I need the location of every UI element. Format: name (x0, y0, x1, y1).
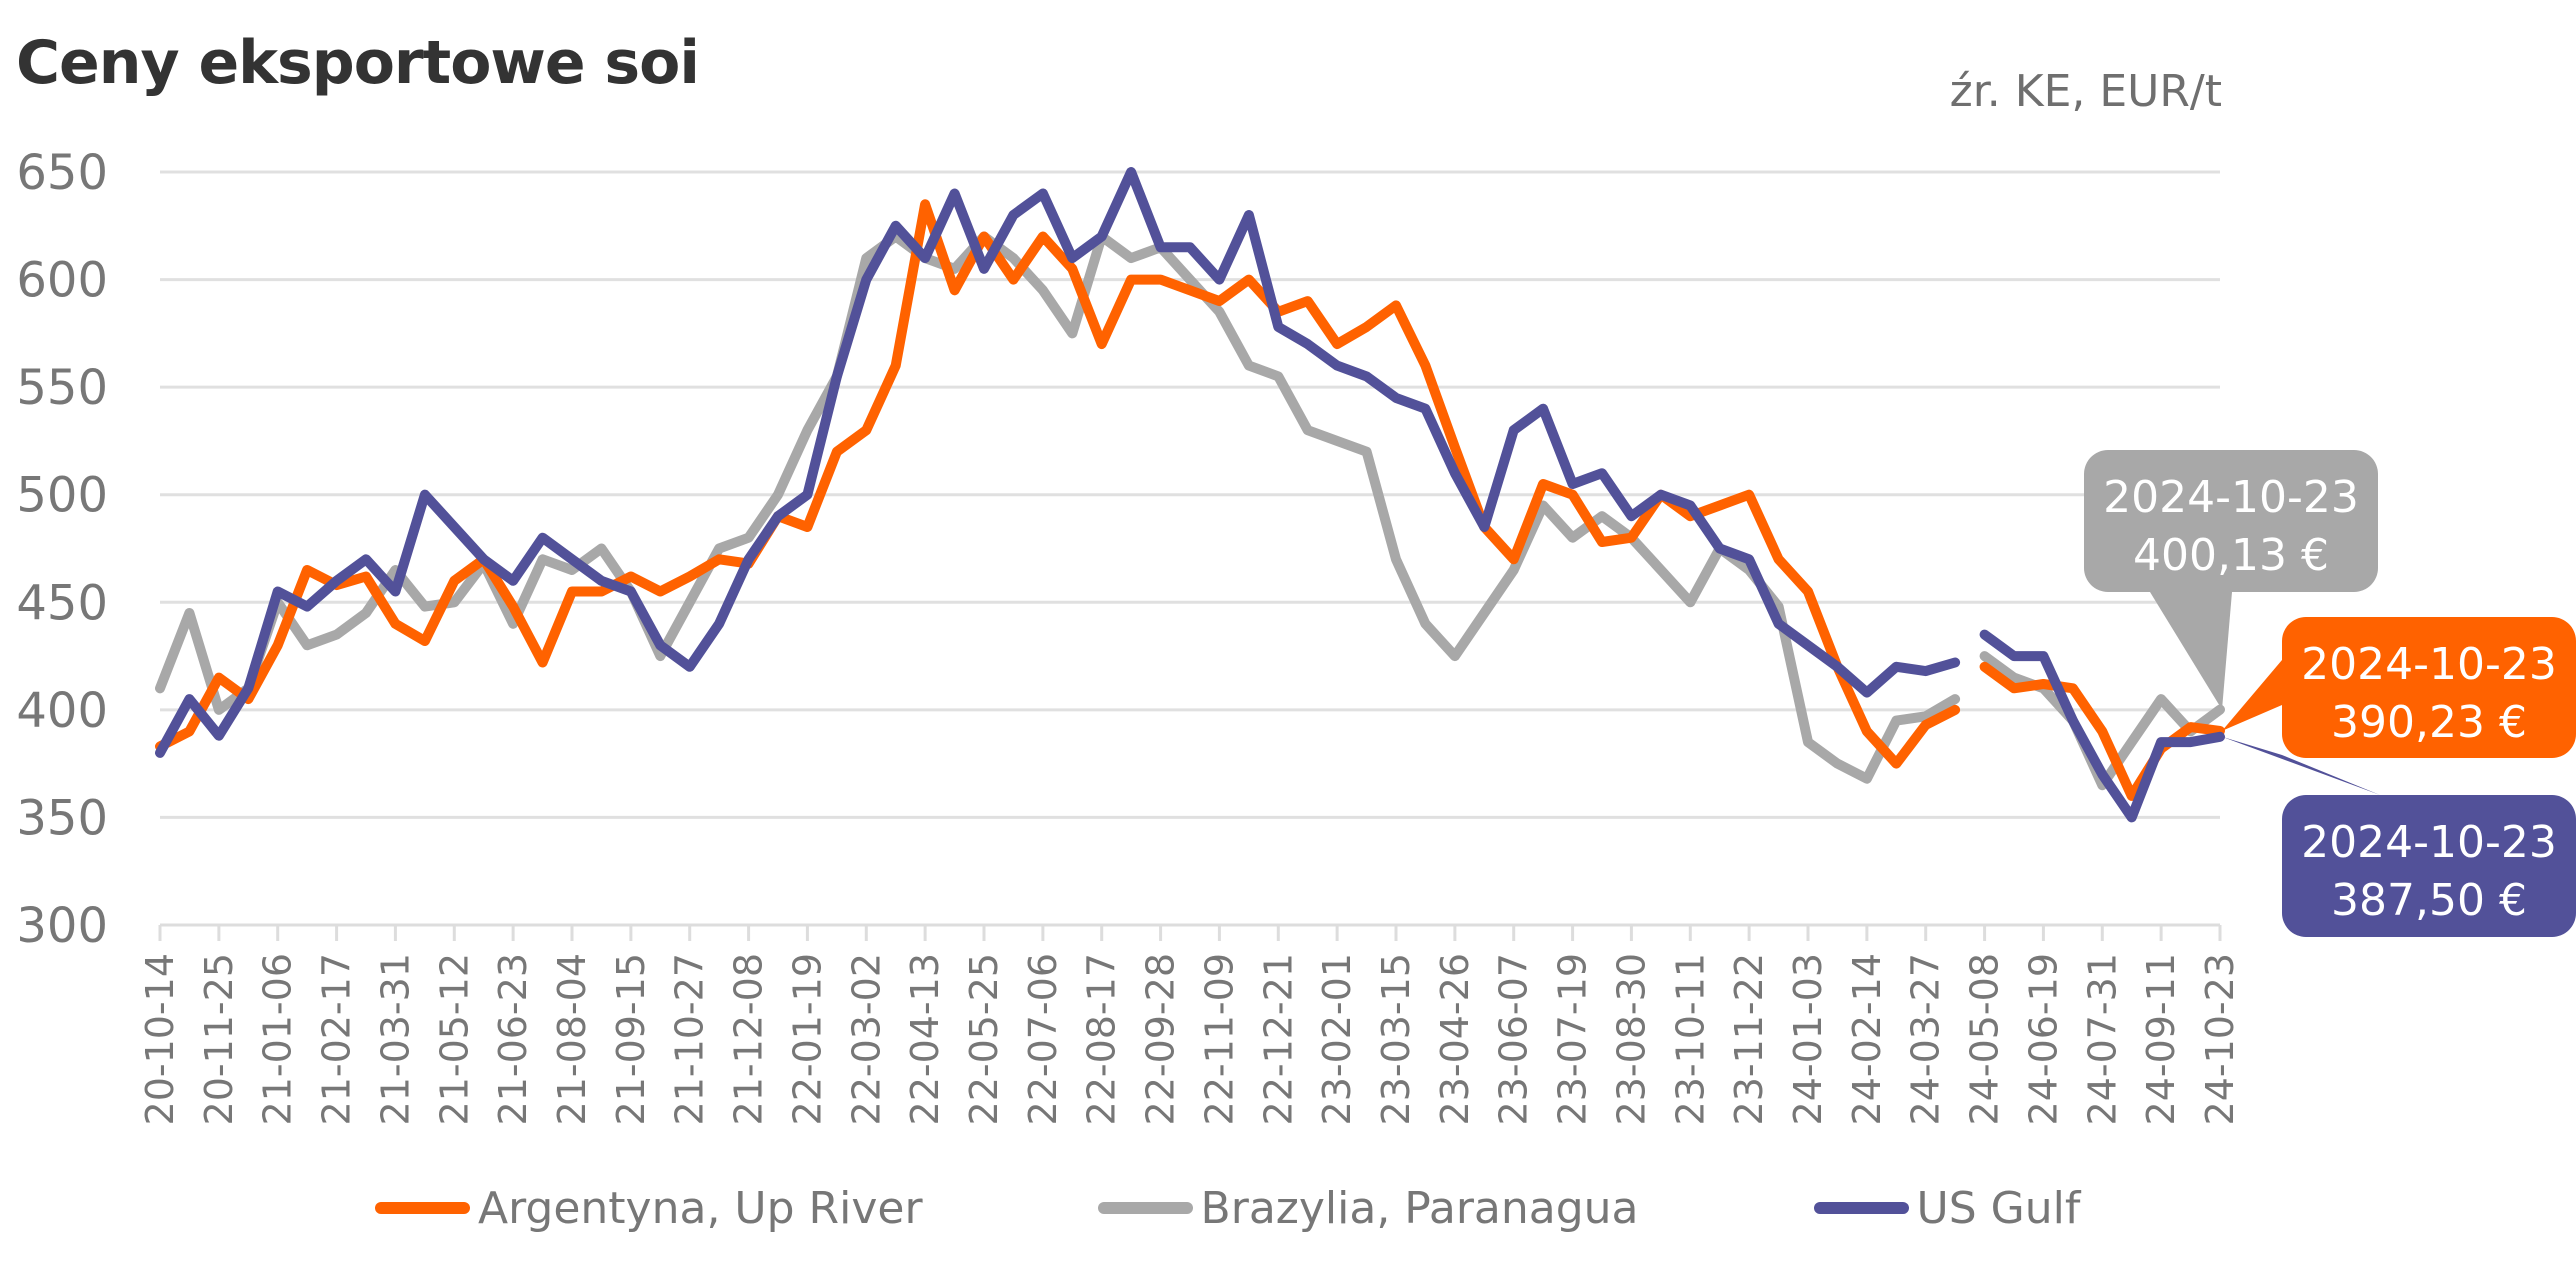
x-tick-label: 22-03-02 (844, 953, 888, 1125)
legend-label-brazil: Brazylia, Paranagua (1200, 1182, 1639, 1234)
x-tick-label: 22-01-19 (785, 953, 829, 1125)
x-tick-label: 23-03-15 (1374, 953, 1418, 1125)
legend-swatch-us-gulf (1813, 1202, 1909, 1214)
x-tick-label: 23-07-19 (1551, 953, 1595, 1125)
x-tick-label: 24-02-14 (1845, 953, 1889, 1125)
x-tick-label: 24-10-23 (2198, 953, 2242, 1125)
x-tick-label: 21-08-04 (550, 953, 594, 1125)
callout-0: 2024-10-23 400,13 € (2084, 450, 2378, 710)
y-tick-label: 400 (16, 683, 108, 739)
x-tick-label: 21-05-12 (432, 953, 476, 1125)
callout-pointer (2222, 736, 2380, 795)
y-tick-label: 450 (16, 575, 108, 631)
y-tick-label: 300 (16, 898, 108, 954)
y-tick-label: 650 (16, 145, 108, 201)
y-tick-label: 600 (16, 253, 108, 309)
x-tick-label: 22-05-25 (962, 953, 1006, 1125)
series-line-0 (155, 199, 2225, 801)
source-note: źr. KE, EUR/t (1949, 66, 2222, 117)
legend-item-argentina: Argentyna, Up River (375, 1183, 923, 1234)
x-tick-label: 22-12-21 (1256, 953, 1300, 1125)
legend-swatch-brazil (1097, 1202, 1193, 1214)
x-tick-label: 20-10-14 (138, 953, 182, 1125)
x-tick-label: 23-08-30 (1609, 953, 1653, 1125)
legend-label-argentina: Argentyna, Up River (478, 1182, 923, 1234)
x-axis: 20-10-14 20-11-25 21-01-06 21-02-17 21-03-31… (138, 923, 2242, 1125)
legend-swatch-argentina (375, 1202, 470, 1214)
callout-pointer (2222, 660, 2282, 731)
legend: Argentyna, Up River Brazylia, Paranagua … (375, 1180, 2255, 1236)
x-tick-label: 21-10-27 (668, 953, 712, 1125)
x-tick-label: 21-03-31 (373, 953, 417, 1125)
series-lines (155, 167, 2225, 823)
x-tick-label: 24-06-19 (2021, 953, 2065, 1125)
callout-value: 387,50 € (2331, 875, 2527, 926)
callout-date: 2024-10-23 (2301, 817, 2557, 868)
x-tick-label: 23-02-01 (1315, 953, 1359, 1125)
x-tick-label: 22-07-06 (1021, 953, 1065, 1125)
legend-item-brazil: Brazylia, Paranagua (1097, 1182, 1639, 1234)
callout-value: 390,23 € (2331, 697, 2527, 748)
chart-title: Ceny eksportowe soi (16, 28, 700, 98)
x-tick-label: 22-09-28 (1139, 953, 1183, 1125)
callout-2: 2024-10-23 387,50 € (2222, 736, 2576, 937)
legend-item-us-gulf: US Gulf (1813, 1182, 2081, 1234)
x-tick-label: 24-09-11 (2139, 953, 2183, 1125)
callout-box (2084, 450, 2378, 592)
x-tick-label: 24-05-08 (1963, 953, 2007, 1125)
callout-date: 2024-10-23 (2103, 472, 2359, 523)
x-tick-label: 21-06-23 (491, 953, 535, 1125)
x-tick-label: 21-09-15 (609, 953, 653, 1125)
x-tick-label: 23-10-11 (1668, 953, 1712, 1125)
x-tick-label: 21-02-17 (315, 953, 359, 1125)
x-tick-label: 22-11-09 (1197, 953, 1241, 1125)
x-tick-label: 23-04-26 (1433, 953, 1477, 1125)
x-tick-label: 20-11-25 (197, 953, 241, 1125)
x-tick-label: 24-03-27 (1904, 953, 1948, 1125)
series-line-2 (155, 167, 2225, 823)
callout-value: 400,13 € (2133, 530, 2329, 581)
y-tick-label: 500 (16, 468, 108, 524)
y-tick-label: 550 (16, 360, 108, 416)
series-line-1 (155, 231, 2225, 791)
callout-pointer (2150, 592, 2232, 710)
callout-date: 2024-10-23 (2301, 639, 2557, 690)
x-tick-label: 21-12-08 (727, 953, 771, 1125)
y-tick-label: 350 (16, 790, 108, 846)
callout-box (2282, 617, 2576, 758)
x-tick-label: 21-01-06 (256, 953, 300, 1125)
x-tick-label: 23-11-22 (1727, 953, 1771, 1125)
x-tick-label: 24-07-31 (2080, 953, 2124, 1125)
legend-label-us-gulf: US Gulf (1916, 1182, 2081, 1234)
x-tick-label: 22-04-13 (903, 953, 947, 1125)
callout-1: 2024-10-23 390,23 € (2222, 617, 2576, 758)
callout-box (2282, 795, 2576, 937)
y-axis-ticks: 650 600 550 500 450 400 350 300 (16, 145, 108, 954)
x-tick-label: 23-06-07 (1492, 953, 1536, 1125)
x-tick-label: 22-08-17 (1080, 953, 1124, 1125)
x-tick-label: 24-01-03 (1786, 953, 1830, 1125)
